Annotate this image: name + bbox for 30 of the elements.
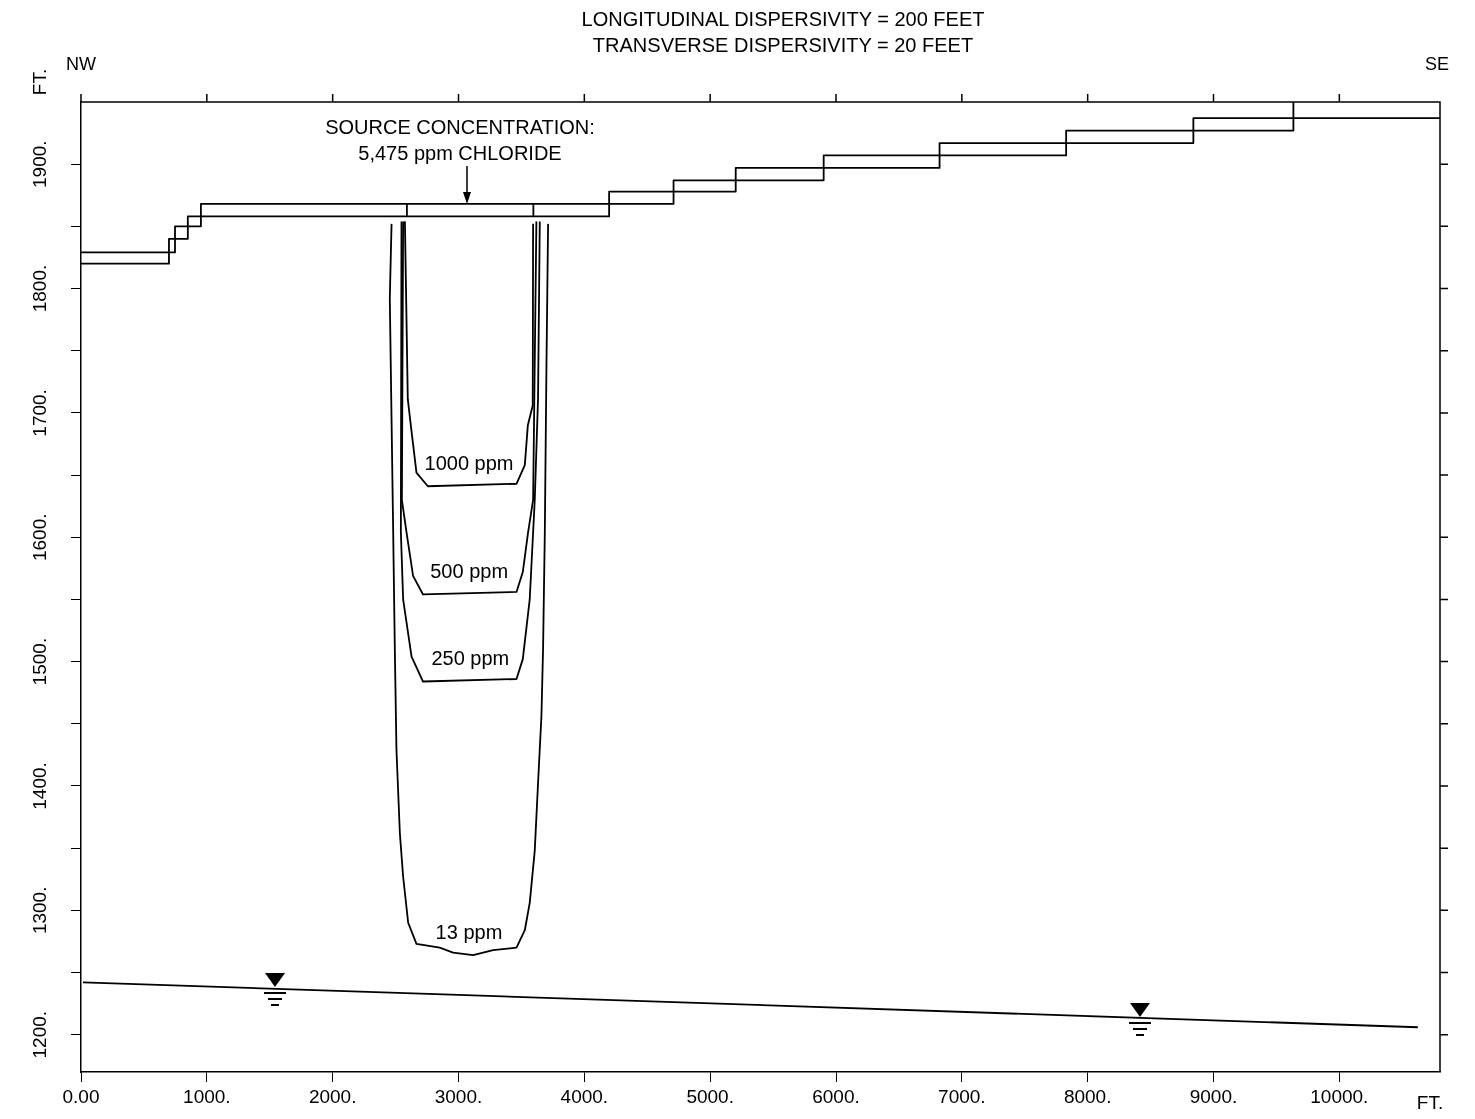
y-tick-label: 1800. <box>29 264 51 313</box>
x-tick-label: 7000. <box>938 1085 986 1107</box>
chart-subtitle: TRANSVERSE DISPERSIVITY = 20 FEET <box>591 33 975 58</box>
chart-title: LONGITUDINAL DISPERSIVITY = 200 FEET <box>580 7 986 32</box>
x-tick-label: 4000. <box>560 1085 609 1107</box>
x-tick-label: 8000. <box>1063 1085 1112 1107</box>
x-tick-label: 5000. <box>686 1085 734 1107</box>
text: NW <box>66 54 96 75</box>
x-tick-label: 2000. <box>308 1085 357 1107</box>
x-tick-label: 3000. <box>434 1085 483 1107</box>
x-tick-label: 0.00 <box>62 1085 100 1107</box>
y-tick-label: 1400. <box>29 762 51 810</box>
series-label: 1000 ppm <box>424 451 514 474</box>
annotation: SOURCE CONCENTRATION: 5,475 ppm CHLORIDE <box>324 115 596 166</box>
x-axis-title: FT. <box>1416 1091 1444 1113</box>
y-tick-label: 1700. <box>29 389 51 437</box>
series-label: 13 ppm <box>435 920 503 943</box>
x-tick-label: 6000. <box>812 1085 860 1107</box>
y-tick-label: 1600. <box>29 513 51 562</box>
series-label: 500 ppm <box>430 559 509 582</box>
y-axis-title: FT. <box>29 68 51 96</box>
x-tick-label: 1000. <box>183 1085 231 1107</box>
series-label: 250 ppm <box>431 647 510 670</box>
x-tick-label: 10000. <box>1310 1085 1369 1107</box>
y-tick-label: 1300. <box>29 886 51 935</box>
y-tick-label: 1500. <box>29 637 51 686</box>
text: SE <box>1424 54 1449 75</box>
y-tick-label: 1900. <box>29 140 51 188</box>
x-tick-label: 9000. <box>1189 1085 1238 1107</box>
y-tick-label: 1200. <box>29 1010 51 1059</box>
